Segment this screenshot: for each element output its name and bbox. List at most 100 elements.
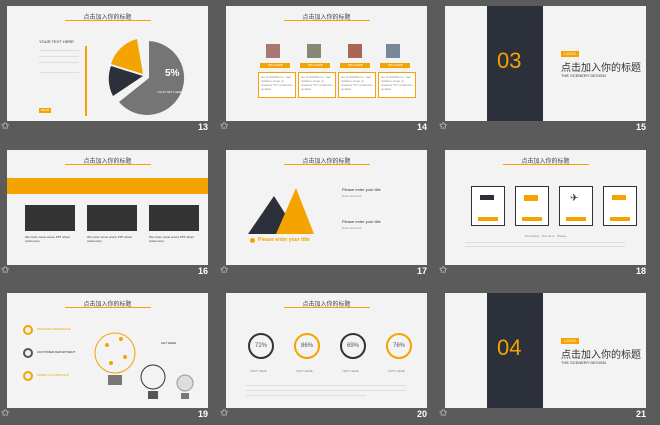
text-line xyxy=(246,385,406,386)
person-photo xyxy=(307,44,321,58)
slide-thumb-14[interactable]: 点击加入你的标题 THE NAME THE NAME THE NAME THE … xyxy=(219,0,427,133)
section-title: 点击加入你的标题 xyxy=(561,63,641,74)
star-icon[interactable]: ✩ xyxy=(439,408,448,419)
star-icon[interactable]: ✩ xyxy=(220,265,229,276)
item-label: CUSTOMER DEPARTMENT xyxy=(37,350,76,354)
item-title: Please enter your title xyxy=(342,219,381,224)
percent-ring: 86% xyxy=(294,333,320,359)
pie-chart xyxy=(108,39,185,115)
person-photo xyxy=(266,44,280,58)
section-title: 点击加入你的标题 xyxy=(561,350,641,361)
ring-label: TEXT HERE xyxy=(342,369,359,373)
read-tag: READ xyxy=(39,108,51,113)
star-icon[interactable]: ✩ xyxy=(439,265,448,276)
slide-thumb-15[interactable]: 03 LOGO 点击加入你的标题 THE SCENERY DESIGN ✩ 15 xyxy=(438,0,646,133)
star-icon[interactable]: ✩ xyxy=(1,408,10,419)
slide-number: 15 xyxy=(635,122,646,132)
desc-box: Go to Wishlist.txt. Your hobbies, Keep o… xyxy=(258,72,296,98)
section-panel xyxy=(487,6,543,121)
slide-footer: ✩ 14 xyxy=(219,121,427,133)
movie-photo xyxy=(25,205,75,231)
slide-number: 16 xyxy=(197,266,208,276)
slide-title: 点击加入你的标题 xyxy=(302,158,351,165)
slide-thumb-18[interactable]: 点击加入你的标题 ✈ Something · Text Here · Pleas… xyxy=(438,144,646,277)
slide-footer: ✩ 20 xyxy=(219,408,427,420)
star-icon[interactable]: ✩ xyxy=(439,121,448,132)
star-icon[interactable]: ✩ xyxy=(1,121,10,132)
car2-card xyxy=(603,186,637,226)
percent-ring: 76% xyxy=(386,333,412,359)
item-circle xyxy=(23,325,33,335)
orange-banner xyxy=(7,178,208,194)
star-icon[interactable]: ✩ xyxy=(220,408,229,419)
caption: We invite movie scene PPT about (referen… xyxy=(149,235,194,243)
slide-thumb-19[interactable]: 点击加入你的标题 PROCESS REFERENCE CUSTOMER DEPA… xyxy=(0,287,208,420)
item-text: Enter text here xyxy=(342,226,362,230)
item-circle xyxy=(23,371,33,381)
item-circle xyxy=(23,348,33,358)
pie-big-label: 5% xyxy=(165,68,180,79)
slide-number: 17 xyxy=(416,266,427,276)
slide-number: 13 xyxy=(197,122,208,132)
text-heading: YOUR TEXT HERE xyxy=(39,39,74,44)
text-line xyxy=(465,242,625,243)
slide-thumb-13[interactable]: 点击加入你的标题 YOUR TEXT HERE READ 5% YOUR TEX… xyxy=(0,0,208,133)
slide-number: 20 xyxy=(416,409,427,419)
slide-thumb-16[interactable]: 点击加入你的标题 We invite movie scene PPT about… xyxy=(0,144,208,277)
text-line xyxy=(39,50,79,51)
slide-title: 点击加入你的标题 xyxy=(302,301,351,308)
slide-thumb-20[interactable]: 点击加入你的标题 72% 86% 69% 76% TEXT HERE TEXT … xyxy=(219,287,427,420)
slide-canvas: 03 LOGO 点击加入你的标题 THE SCENERY DESIGN xyxy=(445,6,646,121)
title-underline xyxy=(284,164,370,165)
car-icon xyxy=(480,195,494,200)
section-heading: Please enter your title xyxy=(258,237,310,243)
slide-footer: ✩ 18 xyxy=(438,265,646,277)
slide-canvas: 点击加入你的标题 ✈ Something · Text Here · Pleas… xyxy=(445,150,646,265)
movie-photo xyxy=(149,205,199,231)
desc-box: Go to Wishlist.txt. Your hobbies, Keep o… xyxy=(298,72,336,98)
section-number: 03 xyxy=(497,48,522,73)
divider xyxy=(85,46,87,116)
text-line xyxy=(465,246,625,247)
slide-footer: ✩ 15 xyxy=(438,121,646,133)
percent-ring: 72% xyxy=(248,333,274,359)
name-tag: THE NAME xyxy=(300,63,330,68)
slide-footer: ✩ 17 xyxy=(219,265,427,277)
slide-canvas: 点击加入你的标题 PROCESS REFERENCE CUSTOMER DEPA… xyxy=(7,293,208,408)
slide-canvas: 点击加入你的标题 We invite movie scene PPT about… xyxy=(7,150,208,265)
desc-box: Go to Wishlist.txt. Your hobbies, Keep o… xyxy=(338,72,376,98)
name-tag: THE NAME xyxy=(380,63,410,68)
slide-number: 18 xyxy=(635,266,646,276)
slide-footer: ✩ 16 xyxy=(0,265,208,277)
text-line xyxy=(39,62,79,63)
section-panel xyxy=(487,293,543,408)
slide-thumb-21[interactable]: 04 LOGO 点击加入你的标题 THE SCENERY DESIGN ✩ 21 xyxy=(438,287,646,420)
text-line xyxy=(39,72,79,73)
car-card xyxy=(471,186,505,226)
desc-box: Go to Wishlist.txt. Your hobbies, Keep o… xyxy=(378,72,416,98)
name-tag: THE NAME xyxy=(260,63,290,68)
person-photo xyxy=(386,44,400,58)
slide-footer: ✩ 19 xyxy=(0,408,208,420)
slide-thumb-17[interactable]: 点击加入你的标题 Please enter your title Please … xyxy=(219,144,427,277)
section-subtitle: THE SCENERY DESIGN xyxy=(561,73,606,78)
caption: We invite movie scene PPT about (referen… xyxy=(25,235,70,243)
slide-number: 14 xyxy=(416,122,427,132)
percent-ring: 69% xyxy=(340,333,366,359)
slide-canvas: 点击加入你的标题 Please enter your title Please … xyxy=(226,150,427,265)
item-label: GET HERE xyxy=(161,341,177,345)
text-line xyxy=(39,56,79,57)
ring-label: TEXT HERE xyxy=(388,369,405,373)
star-icon[interactable]: ✩ xyxy=(220,121,229,132)
pie-text: YOUR TEXT HERE xyxy=(157,90,184,94)
title-underline xyxy=(65,20,151,21)
title-underline xyxy=(284,20,370,21)
slide-canvas: 点击加入你的标题 YOUR TEXT HERE READ 5% YOUR TEX… xyxy=(7,6,208,121)
section-subtitle: THE SCENERY DESIGN xyxy=(561,360,606,365)
car-icon xyxy=(612,195,626,200)
mountain-graphic xyxy=(248,188,314,234)
bullet-icon xyxy=(250,238,255,243)
slide-footer: ✩ 21 xyxy=(438,408,646,420)
star-icon[interactable]: ✩ xyxy=(1,265,10,276)
plane-icon: ✈ xyxy=(570,193,579,204)
